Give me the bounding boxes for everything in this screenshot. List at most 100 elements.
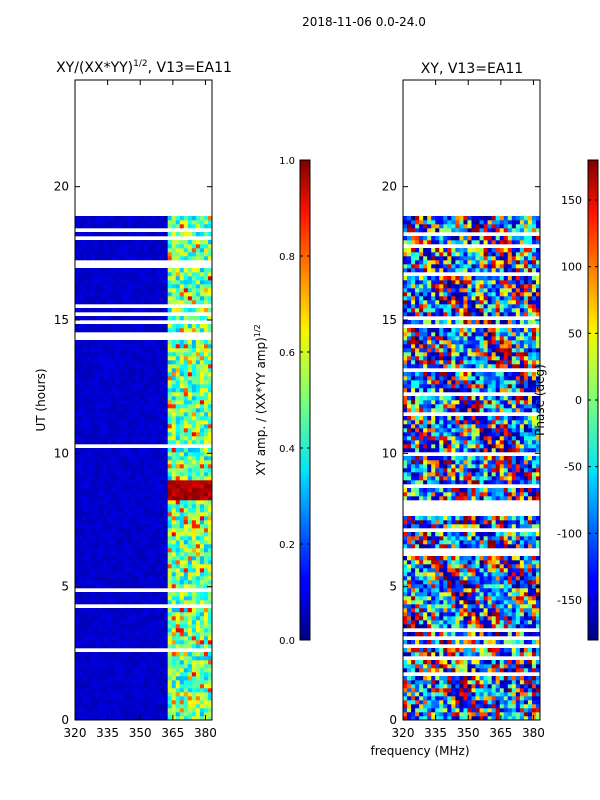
heatmap-cell: [119, 372, 124, 377]
heatmap-cell: [187, 252, 193, 257]
heatmap-cell: [119, 688, 124, 693]
heatmap-cell: [167, 700, 173, 705]
heatmap-cell: [95, 652, 100, 657]
heatmap-cell: [99, 360, 104, 365]
heatmap-cell: [451, 640, 456, 645]
heatmap-cell: [183, 216, 189, 221]
heatmap-cell: [131, 700, 136, 705]
heatmap-cell: [431, 576, 436, 581]
heatmap-cell: [111, 660, 116, 665]
heatmap-cell: [79, 520, 84, 525]
heatmap-cell: [195, 364, 201, 369]
heatmap-cell: [155, 248, 161, 253]
heatmap-cell: [79, 424, 84, 429]
heatmap-cell: [83, 608, 88, 613]
heatmap-cell: [151, 636, 156, 641]
heatmap-cell: [135, 492, 140, 497]
heatmap-cell: [155, 408, 161, 413]
heatmap-cell: [535, 640, 541, 645]
heatmap-cell: [167, 584, 173, 589]
heatmap-cell: [135, 368, 140, 373]
heatmap-cell: [195, 680, 201, 685]
heatmap-cell: [179, 584, 185, 589]
heatmap-cell: [87, 708, 92, 713]
heatmap-cell: [135, 632, 140, 637]
heatmap-cell: [443, 616, 448, 621]
heatmap-cell: [119, 420, 124, 425]
heatmap-cell: [207, 396, 213, 401]
heatmap-cell: [459, 640, 464, 645]
heatmap-cell: [191, 396, 197, 401]
heatmap-cell: [207, 248, 213, 253]
heatmap-cell: [111, 692, 116, 697]
heatmap-cell: [147, 640, 152, 645]
heatmap-cell: [139, 356, 144, 361]
heatmap-cell: [199, 680, 205, 685]
heatmap-cell: [99, 708, 104, 713]
heatmap-cell: [195, 500, 201, 505]
heatmap-cell: [467, 684, 472, 689]
heatmap-cell: [123, 216, 128, 221]
heatmap-cell: [119, 424, 124, 429]
heatmap-cell: [135, 596, 140, 601]
heatmap-cell: [467, 612, 472, 617]
heatmap-cell: [79, 372, 84, 377]
heatmap-cell: [179, 408, 185, 413]
heatmap-cell: [195, 676, 201, 681]
heatmap-cell: [495, 572, 501, 577]
heatmap-cell: [135, 392, 140, 397]
heatmap-cell: [83, 612, 88, 617]
heatmap-cell: [183, 696, 189, 701]
heatmap-cell: [123, 392, 128, 397]
heatmap-cell: [159, 624, 165, 629]
heatmap-cell: [183, 708, 189, 713]
heatmap-cell: [119, 308, 124, 313]
heatmap-cell: [155, 680, 161, 685]
heatmap-cell: [203, 712, 209, 717]
heatmap-cell: [155, 516, 161, 521]
heatmap-cell: [119, 316, 124, 321]
heatmap-cell: [143, 572, 148, 577]
heatmap-cell: [75, 492, 80, 497]
heatmap-cell: [183, 512, 189, 517]
heatmap-cell: [451, 676, 456, 681]
heatmap-cell: [195, 456, 201, 461]
heatmap-cell: [187, 592, 193, 597]
heatmap-cell: [503, 624, 509, 629]
heatmap-cell: [199, 668, 205, 673]
heatmap-cell: [199, 240, 205, 245]
heatmap-cell: [191, 476, 197, 481]
heatmap-cell: [503, 712, 509, 717]
heatmap-cell: [159, 680, 165, 685]
heatmap-cell: [151, 644, 156, 649]
heatmap-cell: [75, 504, 80, 509]
heatmap-cell: [111, 556, 116, 561]
heatmap-cell: [159, 508, 165, 513]
heatmap-cell: [203, 628, 209, 633]
heatmap-cell: [159, 668, 165, 673]
heatmap-cell: [403, 648, 408, 653]
heatmap-cell: [79, 656, 84, 661]
heatmap-cell: [199, 504, 205, 509]
heatmap-cell: [407, 668, 412, 673]
heatmap-cell: [75, 468, 80, 473]
heatmap-cell: [183, 464, 189, 469]
heatmap-cell: [147, 624, 152, 629]
heatmap-cell: [83, 680, 88, 685]
heatmap-cell: [419, 692, 424, 697]
heatmap-cell: [171, 280, 177, 285]
heatmap-cell: [95, 668, 100, 673]
heatmap-cell: [79, 608, 84, 613]
heatmap-cell: [131, 300, 136, 305]
heatmap-cell: [183, 468, 189, 473]
heatmap-cell: [79, 456, 84, 461]
heatmap-cell: [147, 520, 152, 525]
heatmap-cell: [139, 532, 144, 537]
heatmap-cell: [467, 664, 472, 669]
heatmap-cell: [135, 380, 140, 385]
heatmap-cell: [135, 688, 140, 693]
heatmap-cell: [203, 408, 209, 413]
heatmap-cell: [451, 616, 456, 621]
heatmap-cell: [147, 612, 152, 617]
